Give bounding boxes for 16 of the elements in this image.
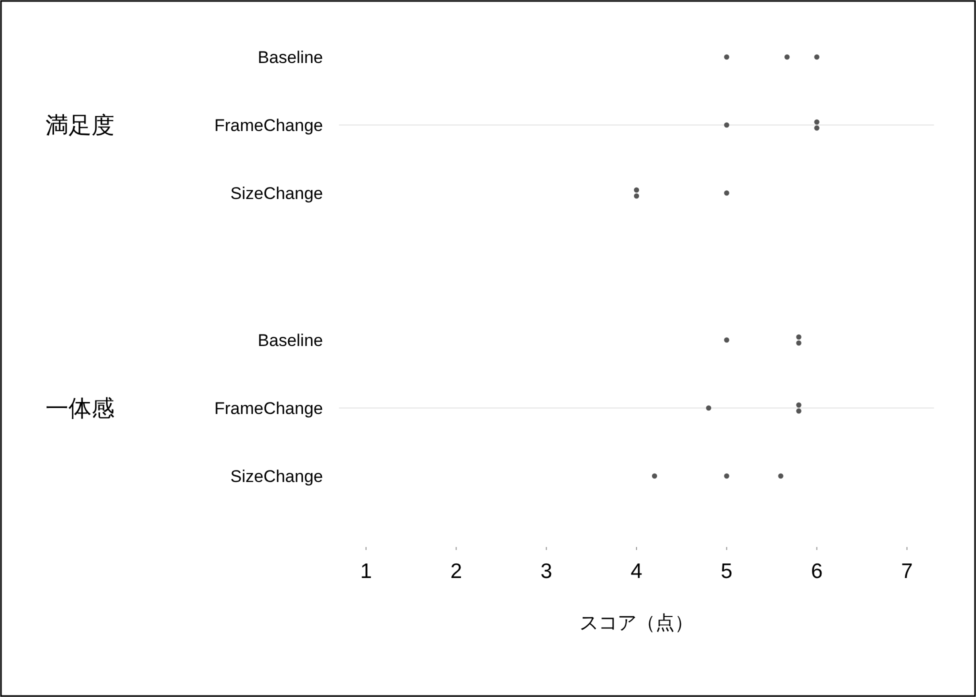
y-tick-label: Baseline [258,331,323,350]
x-tick-label: 5 [720,560,732,583]
x-tick-label: 6 [810,560,823,583]
y-tick-label: SizeChange [230,184,323,203]
x-tick-label: 1 [360,560,372,583]
x-tick-label: 2 [450,560,462,583]
text: 満足度 [46,112,114,138]
x-tick-label: 4 [630,560,643,583]
y-tick-label: SizeChange [230,467,323,486]
y-tick-label: FrameChange [214,116,323,135]
text: 一体感 [46,395,114,421]
y-tick-label: Baseline [258,48,323,67]
y-tick-label: FrameChange [214,399,323,418]
x-axis-title: スコア（点） [580,613,694,634]
x-tick-label: 3 [540,560,552,583]
x-tick-label: 7 [901,560,913,583]
